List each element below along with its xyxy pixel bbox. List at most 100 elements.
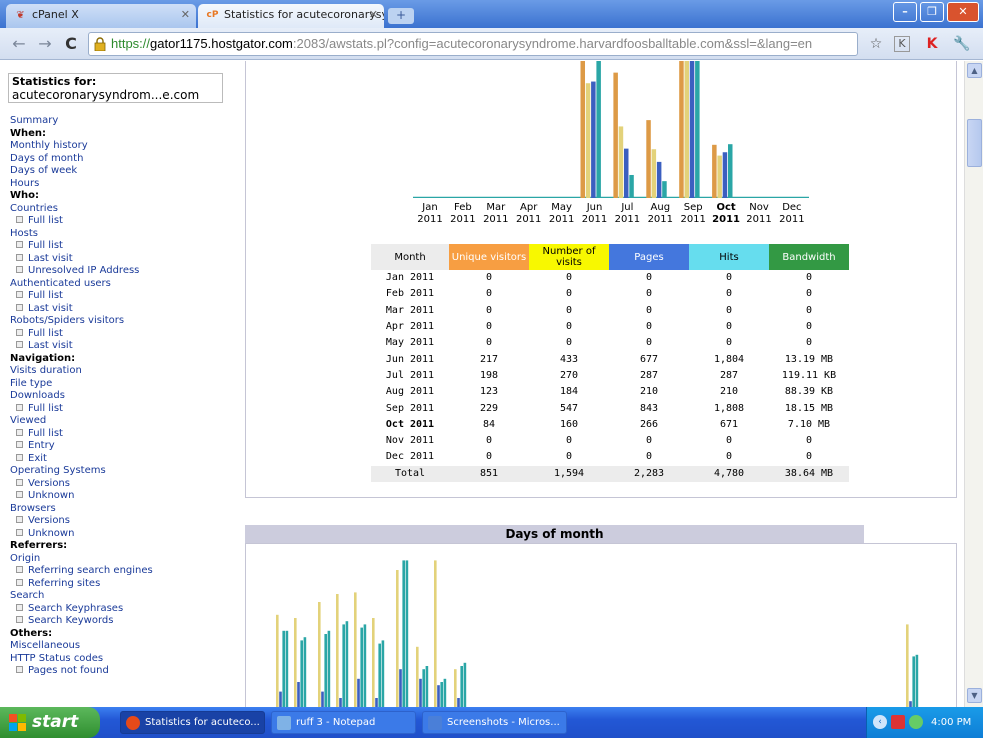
- tray-network-icon[interactable]: [909, 715, 923, 729]
- forward-arrow-icon[interactable]: →: [38, 34, 52, 53]
- sidebar-item-operating-systems[interactable]: Operating Systems: [10, 465, 106, 476]
- sidebar-subitem-search-keywords[interactable]: Search Keywords: [10, 615, 153, 628]
- tray-antivirus-icon[interactable]: [891, 715, 905, 729]
- sidebar-item-downloads[interactable]: Downloads: [10, 390, 65, 401]
- table-cell: 0: [645, 272, 653, 284]
- scroll-up-icon[interactable]: ▲: [967, 63, 982, 78]
- row-month: Jul 2011: [385, 369, 435, 381]
- sidebar-item-viewed[interactable]: Viewed: [10, 415, 47, 426]
- sidebar-item-file-type[interactable]: File type: [10, 377, 53, 389]
- windows-taskbar: start Statistics for acuteco... ruff 3 -…: [0, 707, 983, 738]
- close-window-icon[interactable]: ✕: [947, 2, 979, 22]
- sidebar-heading-who: Who:: [10, 190, 40, 201]
- list-bullet-icon: [16, 441, 23, 448]
- sidebar-subitem-last-visit[interactable]: Last visit: [10, 303, 153, 316]
- sidebar-subitem-exit[interactable]: Exit: [10, 453, 153, 466]
- sidebar-item-miscellaneous[interactable]: Miscellaneous: [10, 640, 81, 651]
- list-bullet-icon: [16, 666, 23, 673]
- day-bar: [279, 691, 282, 707]
- sidebar-heading-when: When:: [10, 127, 47, 139]
- start-button[interactable]: start: [0, 707, 100, 738]
- sidebar-item-visits-duration[interactable]: Visits duration: [10, 365, 82, 376]
- table-row: Jun 2011 217 433 677 1,804 13.19 MB: [371, 351, 849, 367]
- sidebar-subitem-unknown[interactable]: Unknown: [10, 490, 153, 503]
- sidebar-subitem-last-visit[interactable]: Last visit: [10, 253, 153, 266]
- reload-icon[interactable]: C: [65, 34, 77, 53]
- sidebar-item-days-of-week[interactable]: Days of week: [10, 165, 78, 176]
- sidebar-subitem-unknown[interactable]: Unknown: [10, 528, 153, 541]
- taskbar-item-explorer[interactable]: Screenshots - Micros...: [422, 711, 567, 734]
- taskbar-item-chrome[interactable]: Statistics for acuteco...: [120, 711, 265, 734]
- day-bar: [378, 643, 381, 707]
- minimize-icon[interactable]: –: [893, 2, 917, 22]
- table-cell: 0: [565, 321, 573, 333]
- day-bar: [419, 678, 422, 707]
- table-cell: 0: [645, 451, 653, 463]
- sidebar-subitem-full-list[interactable]: Full list: [10, 428, 153, 441]
- star-icon[interactable]: ☆: [869, 36, 883, 52]
- sidebar-item-browsers[interactable]: Browsers: [10, 502, 56, 514]
- sidebar-subitem-search-keyphrases[interactable]: Search Keyphrases: [10, 603, 153, 616]
- month-label: May 2011: [546, 202, 578, 226]
- table-cell: 843: [639, 402, 659, 414]
- taskbar-item-notepad[interactable]: ruff 3 - Notepad: [271, 711, 416, 734]
- sidebar-item-summary[interactable]: Summary: [10, 115, 59, 126]
- sidebar-item-countries[interactable]: Countries: [10, 202, 58, 214]
- vertical-scrollbar[interactable]: ▲ ▼: [964, 61, 983, 707]
- sidebar-item-monthly-history[interactable]: Monthly history: [10, 140, 88, 151]
- close-tab-icon[interactable]: ✕: [368, 8, 378, 21]
- sidebar-subitem-full-list[interactable]: Full list: [10, 290, 153, 303]
- table-cell: 0: [565, 451, 573, 463]
- sidebar-item-hours[interactable]: Hours: [10, 177, 40, 189]
- wrench-icon[interactable]: 🔧: [953, 36, 971, 52]
- sidebar-subitem-unresolved-ip-address[interactable]: Unresolved IP Address: [10, 265, 153, 278]
- new-tab-button[interactable]: +: [388, 8, 414, 24]
- sidebar-subitem-full-list[interactable]: Full list: [10, 328, 153, 341]
- tab-statistics[interactable]: cP Statistics for acutecoronarysy ✕: [198, 4, 384, 28]
- close-tab-icon[interactable]: ✕: [180, 8, 190, 21]
- list-bullet-icon: [16, 478, 23, 486]
- sidebar-item-robots-spiders-visitors[interactable]: Robots/Spiders visitors: [10, 315, 125, 326]
- sidebar-item-hosts[interactable]: Hosts: [10, 227, 38, 239]
- day-bar: [405, 560, 409, 707]
- list-bullet-icon: [16, 566, 23, 573]
- extension-k-icon[interactable]: K: [894, 36, 910, 52]
- tab-cpanel[interactable]: ❦ cPanel X ✕: [6, 4, 196, 28]
- awstats-sidebar: Statistics for: acutecoronarysyndrom...e…: [0, 61, 236, 707]
- bar-hits-oct-2011: [728, 144, 733, 198]
- sidebar-subitem-full-list[interactable]: Full list: [10, 240, 153, 253]
- sidebar-subitem-label: Last visit: [28, 252, 73, 264]
- maximize-icon[interactable]: ❐: [920, 2, 944, 22]
- sidebar-subitem-referring-search-engines[interactable]: Referring search engines: [10, 565, 153, 578]
- url-path: :2083/awstats.pl?config=acutecoronarysyn…: [292, 36, 813, 51]
- sidebar-item-days-of-month[interactable]: Days of month: [10, 152, 84, 164]
- start-label: start: [32, 712, 79, 732]
- sidebar-subitem-last-visit[interactable]: Last visit: [10, 340, 153, 353]
- address-bar[interactable]: https://gator1175.hostgator.com:2083/aws…: [88, 32, 858, 56]
- column-header-bandwidth: Bandwidth: [769, 244, 849, 270]
- sidebar-subitem-versions[interactable]: Versions: [10, 478, 153, 491]
- total-cell: 851: [449, 465, 529, 482]
- sidebar-subitem-full-list[interactable]: Full list: [10, 215, 153, 228]
- sidebar-item-http-status-codes[interactable]: HTTP Status codes: [10, 652, 104, 664]
- sidebar-subitem-referring-sites[interactable]: Referring sites: [10, 578, 153, 591]
- back-arrow-icon[interactable]: ←: [12, 34, 26, 53]
- scroll-down-icon[interactable]: ▼: [967, 688, 982, 703]
- sidebar-item-authenticated-users[interactable]: Authenticated users: [10, 277, 111, 289]
- list-bullet-icon: [16, 578, 23, 586]
- sidebar-subitem-full-list[interactable]: Full list: [10, 403, 153, 416]
- table-cell: 210: [719, 386, 739, 398]
- tray-arrow-icon[interactable]: ‹: [873, 715, 887, 729]
- scrollbar-thumb[interactable]: [967, 119, 982, 167]
- sidebar-subitem-entry[interactable]: Entry: [10, 440, 153, 453]
- sidebar-item-origin[interactable]: Origin: [10, 552, 41, 564]
- day-bar: [327, 630, 331, 707]
- table-cell: 0: [725, 451, 733, 463]
- table-row: Oct 2011 84 160 266 671 7.10 MB: [371, 417, 849, 433]
- sidebar-subitem-pages-not-found[interactable]: Pages not found: [10, 665, 153, 678]
- sidebar-item-search[interactable]: Search: [10, 590, 45, 601]
- sidebar-subitem-versions[interactable]: Versions: [10, 515, 153, 528]
- extension-red-icon[interactable]: K: [926, 36, 938, 52]
- browser-title-bar: ❦ cPanel X ✕ cP Statistics for acutecoro…: [0, 0, 983, 28]
- table-row: Jul 2011 198 270 287 287 119.11 KB: [371, 368, 849, 384]
